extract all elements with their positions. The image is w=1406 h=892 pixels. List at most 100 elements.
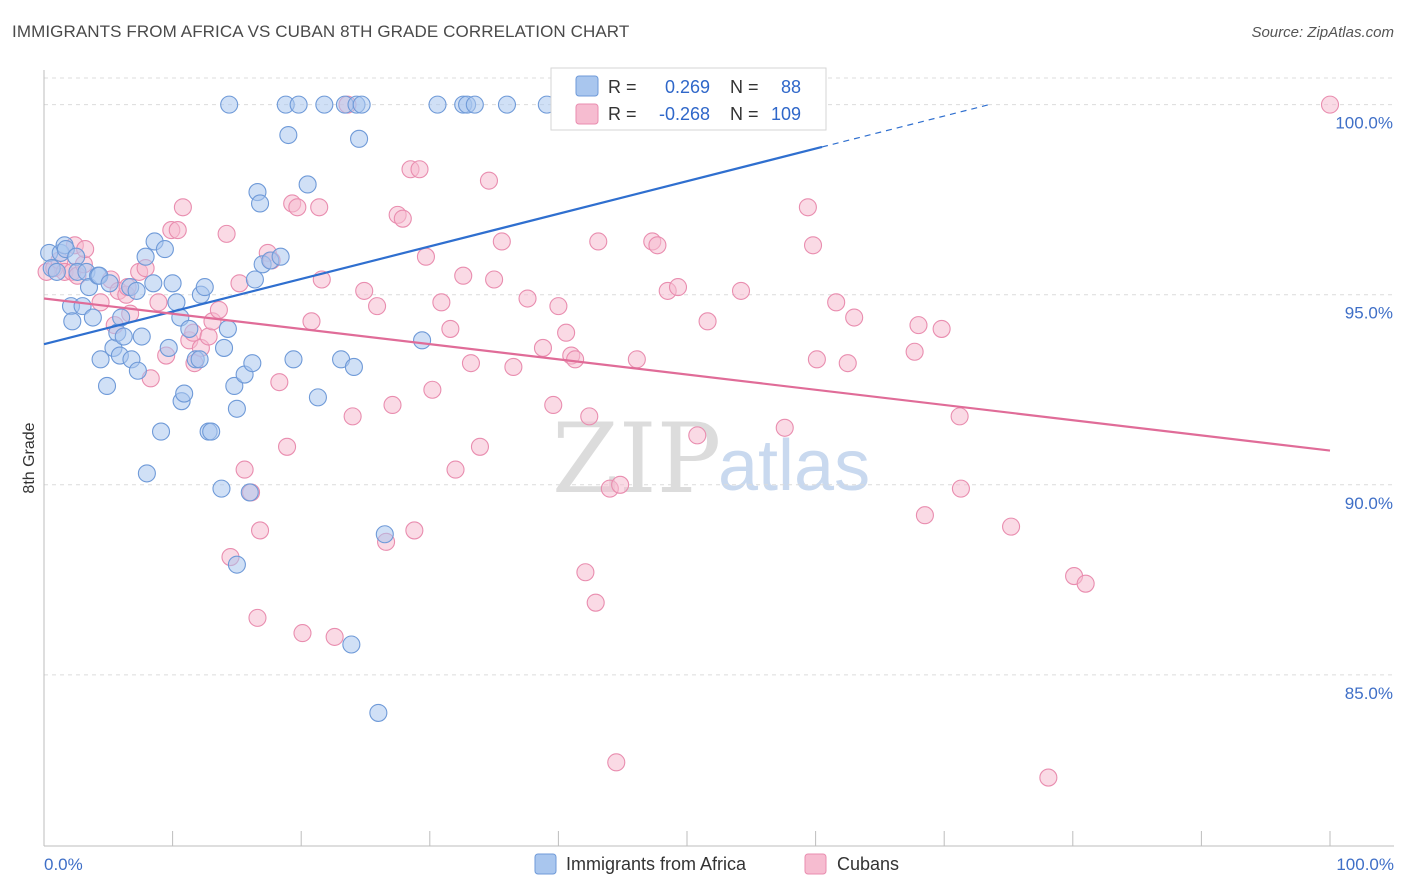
cuban-point xyxy=(950,407,969,426)
africa-point xyxy=(342,635,361,654)
y-tick-label: 90.0% xyxy=(1345,494,1393,513)
y-tick-labels: 85.0% 90.0% 95.0% 100.0% xyxy=(1335,114,1393,703)
cuban-point xyxy=(230,274,249,293)
legend-cuban-label: Cubans xyxy=(837,854,899,874)
africa-point xyxy=(245,270,264,289)
africa-point xyxy=(220,95,239,114)
africa-point xyxy=(195,278,214,297)
y-tick-label: 100.0% xyxy=(1335,114,1393,133)
cuban-point xyxy=(173,198,192,217)
africa-point xyxy=(271,247,290,266)
cuban-point xyxy=(905,342,924,361)
africa-trend-extension xyxy=(821,104,990,148)
cuban-point xyxy=(446,460,465,479)
cuban-point xyxy=(423,380,442,399)
cuban-point xyxy=(549,297,568,316)
africa-point xyxy=(212,479,231,498)
cuban-point xyxy=(368,297,387,316)
cuban-point xyxy=(1320,95,1340,114)
cuban-point xyxy=(731,281,751,300)
cuban-point xyxy=(278,437,297,456)
africa-point xyxy=(127,281,146,300)
cuban-point xyxy=(586,593,605,612)
cuban-point xyxy=(845,308,864,327)
stats-africa-r-value: 0.269 xyxy=(665,77,710,97)
cuban-point xyxy=(915,506,934,525)
africa-point xyxy=(159,338,178,357)
cuban-point xyxy=(688,426,707,445)
africa-point xyxy=(190,350,209,369)
stats-cuban-swatch xyxy=(575,103,599,125)
cuban-point xyxy=(432,293,451,312)
cuban-point xyxy=(838,354,857,373)
cuban-point xyxy=(668,278,688,297)
africa-point xyxy=(63,312,82,331)
africa-point xyxy=(369,703,388,722)
africa-point xyxy=(413,331,432,350)
cuban-point xyxy=(270,373,289,392)
cuban-point xyxy=(518,289,537,308)
africa-point xyxy=(91,350,110,369)
y-axis-title: 8th Grade xyxy=(21,422,38,493)
africa-point xyxy=(298,175,317,194)
stats-cuban-r-label: R = xyxy=(608,104,637,124)
africa-point xyxy=(163,274,182,293)
africa-point xyxy=(243,354,262,373)
cuban-point xyxy=(479,171,499,190)
trend-lines xyxy=(43,104,1331,452)
africa-point xyxy=(132,327,151,346)
cuban-point xyxy=(951,479,970,498)
cuban-point xyxy=(798,198,817,217)
africa-point xyxy=(227,399,246,418)
watermark-atlas-text: atlas xyxy=(718,426,870,506)
stats-africa-n-label: N = xyxy=(730,77,759,97)
cuban-point xyxy=(485,270,504,289)
africa-point xyxy=(83,308,102,327)
africa-point xyxy=(497,95,517,114)
africa-point xyxy=(136,247,155,266)
africa-point xyxy=(202,422,221,441)
africa-point xyxy=(308,388,327,407)
source-credit: Source: ZipAtlas.com xyxy=(1251,24,1394,41)
cuban-point xyxy=(607,753,626,772)
legend-africa-swatch xyxy=(534,853,557,875)
africa-points xyxy=(40,95,632,722)
cuban-point xyxy=(441,319,460,338)
cuban-trend-line xyxy=(43,297,1331,452)
cuban-point xyxy=(576,563,595,582)
africa-point xyxy=(155,240,174,259)
watermark: ZIP atlas xyxy=(552,403,870,515)
cuban-point xyxy=(288,198,307,217)
africa-point xyxy=(180,319,199,338)
cuban-point xyxy=(827,293,846,312)
africa-point xyxy=(97,376,117,396)
cuban-point xyxy=(1039,768,1058,787)
x-tick-label-max: 100.0% xyxy=(1336,855,1394,874)
watermark-zip-text: ZIP xyxy=(552,403,721,515)
cuban-point xyxy=(355,281,374,300)
cuban-point xyxy=(1002,517,1021,536)
chart-title: IMMIGRANTS FROM AFRICA VS CUBAN 8TH GRAD… xyxy=(12,22,630,41)
cuban-point xyxy=(209,300,228,319)
cuban-point xyxy=(293,624,312,643)
africa-point xyxy=(279,125,298,145)
cuban-point xyxy=(611,475,630,494)
africa-point xyxy=(315,95,334,114)
legend-cuban-swatch xyxy=(804,853,827,875)
cuban-point xyxy=(393,209,412,228)
cuban-point xyxy=(235,460,254,479)
legend-africa-label: Immigrants from Africa xyxy=(566,854,747,874)
stats-africa-r-label: R = xyxy=(608,77,637,97)
africa-point xyxy=(175,384,194,403)
cuban-point xyxy=(648,236,667,255)
africa-point xyxy=(47,262,66,281)
africa-point xyxy=(137,464,156,483)
y-tick-label: 85.0% xyxy=(1345,684,1393,703)
africa-point xyxy=(218,319,237,338)
cuban-point xyxy=(454,266,473,285)
cuban-point xyxy=(416,247,435,266)
cuban-point xyxy=(492,232,511,251)
cuban-point xyxy=(302,312,321,331)
cuban-point xyxy=(410,160,429,179)
cuban-point xyxy=(217,224,236,243)
